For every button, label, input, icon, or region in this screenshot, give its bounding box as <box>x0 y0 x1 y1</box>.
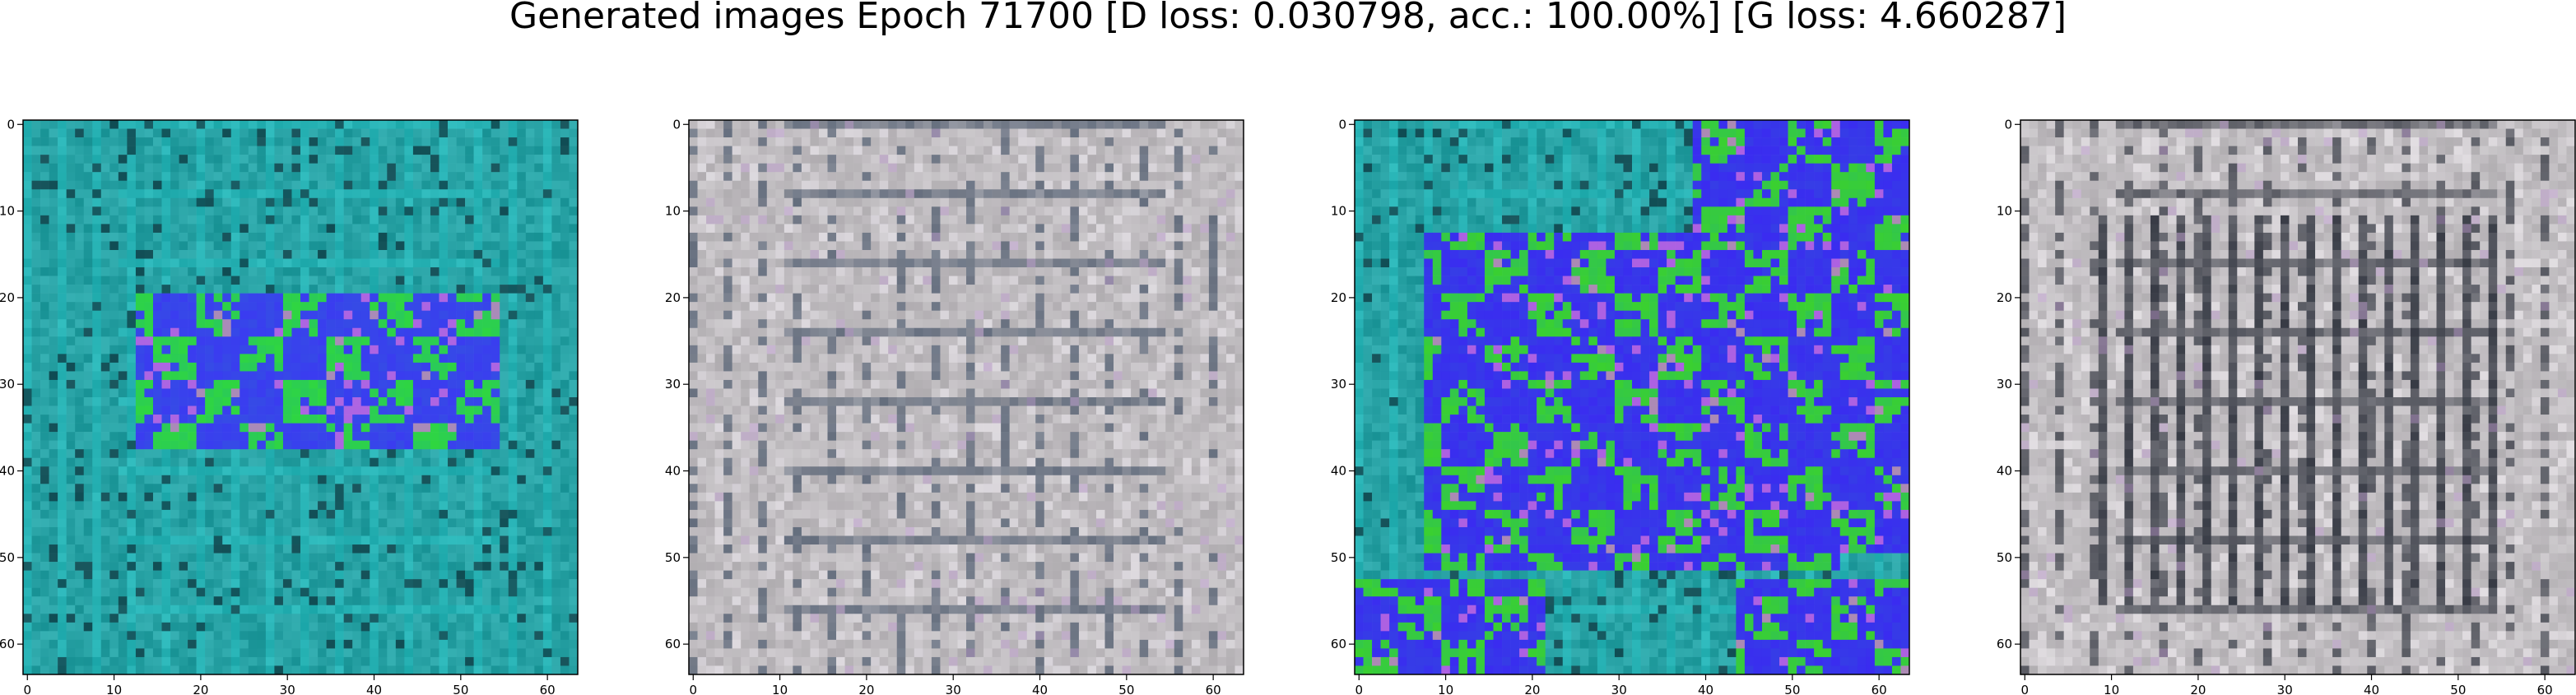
y-tick-label: 50 <box>1997 550 2012 565</box>
x-tick-label: 10 <box>772 683 788 695</box>
generated-image-panel-2: 0 10 20 30 40 50 60 0 10 20 30 40 50 60 <box>665 117 1244 695</box>
y-tick-label: 50 <box>665 550 681 565</box>
image-axes: 0 10 20 30 40 50 60 0 10 20 30 40 50 60 <box>1997 117 2576 695</box>
y-tick-label: 0 <box>7 117 15 132</box>
y-tick-label: 20 <box>665 290 681 305</box>
y-tick-label: 60 <box>1331 637 1346 651</box>
generated-image-panel-1: 0 10 20 30 40 50 60 0 10 20 30 40 50 60 <box>0 117 579 695</box>
x-tick-label: 30 <box>280 683 295 695</box>
y-tick-label: 0 <box>672 117 681 132</box>
x-tick-label: 30 <box>946 683 961 695</box>
y-tick-label: 0 <box>2004 117 2012 132</box>
x-tick-label: 40 <box>1698 683 1713 695</box>
x-tick-label: 60 <box>2537 683 2553 695</box>
x-tick-label: 0 <box>23 683 31 695</box>
figure-title: Generated images Epoch 71700 [D loss: 0.… <box>509 0 2067 37</box>
x-tick-label: 40 <box>2364 683 2379 695</box>
x-tick-label: 0 <box>689 683 697 695</box>
x-tick-label: 50 <box>2450 683 2466 695</box>
x-tick-label: 20 <box>193 683 208 695</box>
x-tick-label: 20 <box>858 683 874 695</box>
y-tick-label: 20 <box>1331 290 1346 305</box>
x-tick-label: 40 <box>366 683 382 695</box>
x-tick-label: 40 <box>1032 683 1048 695</box>
y-tick-label: 10 <box>1331 204 1346 219</box>
y-tick-label: 40 <box>1997 464 2012 479</box>
y-tick-label: 20 <box>1997 290 2012 305</box>
x-tick-label: 10 <box>1438 683 1453 695</box>
y-tick-label: 40 <box>665 464 681 479</box>
x-tick-label: 60 <box>1206 683 1221 695</box>
x-tick-label: 0 <box>2020 683 2029 695</box>
x-tick-label: 30 <box>1611 683 1627 695</box>
x-tick-label: 50 <box>1118 683 1134 695</box>
x-tick-label: 10 <box>2104 683 2119 695</box>
image-pixels <box>23 120 579 675</box>
x-tick-label: 60 <box>540 683 556 695</box>
image-pixels <box>1355 120 1910 675</box>
y-tick-label: 60 <box>0 637 15 651</box>
axes-frame <box>688 119 1244 675</box>
axes-frame <box>2020 119 2576 675</box>
y-tick-label: 60 <box>665 637 681 651</box>
y-tick-label: 50 <box>0 550 15 565</box>
generated-image-panel-3: 0 10 20 30 40 50 60 0 10 20 30 40 50 60 <box>1331 117 1910 695</box>
image-axes: 0 10 20 30 40 50 60 0 10 20 30 40 50 60 <box>665 117 1244 695</box>
x-tick-label: 10 <box>106 683 122 695</box>
axes-frame <box>22 119 579 675</box>
x-tick-label: 0 <box>1355 683 1363 695</box>
y-tick-label: 50 <box>1331 550 1346 565</box>
y-tick-label: 10 <box>0 204 15 219</box>
axes-frame <box>1354 119 1910 675</box>
y-tick-label: 40 <box>0 464 15 479</box>
x-tick-label: 50 <box>1784 683 1800 695</box>
y-tick-label: 30 <box>0 377 15 392</box>
x-tick-label: 60 <box>1872 683 1887 695</box>
y-tick-label: 20 <box>0 290 15 305</box>
y-tick-label: 30 <box>1331 377 1346 392</box>
x-tick-label: 30 <box>2277 683 2293 695</box>
generated-image-panel-4: 0 10 20 30 40 50 60 0 10 20 30 40 50 60 <box>1997 117 2576 695</box>
y-tick-label: 60 <box>1997 637 2012 651</box>
x-tick-label: 20 <box>1524 683 1540 695</box>
y-tick-label: 40 <box>1331 464 1346 479</box>
y-tick-label: 10 <box>1997 204 2012 219</box>
y-tick-label: 30 <box>665 377 681 392</box>
x-tick-label: 50 <box>453 683 468 695</box>
y-tick-label: 10 <box>665 204 681 219</box>
image-axes: 0 10 20 30 40 50 60 0 10 20 30 40 50 60 <box>1331 117 1910 695</box>
y-tick-label: 30 <box>1997 377 2012 392</box>
x-tick-label: 20 <box>2190 683 2206 695</box>
image-axes: 0 10 20 30 40 50 60 0 10 20 30 40 50 60 <box>0 117 579 695</box>
image-pixels <box>2020 120 2576 675</box>
image-pixels <box>689 120 1244 675</box>
y-tick-label: 0 <box>1338 117 1346 132</box>
